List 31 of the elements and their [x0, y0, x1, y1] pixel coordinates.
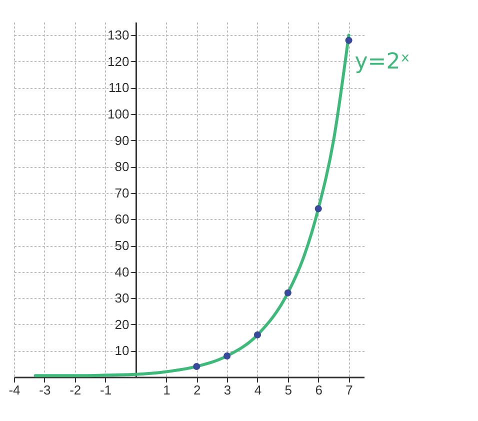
- y-tick-label: 120: [108, 54, 130, 69]
- y-tick-label: 90: [114, 132, 130, 148]
- x-tick-label: 4: [254, 382, 262, 398]
- x-tick-label: 1: [163, 382, 170, 398]
- point: [224, 352, 231, 360]
- y-tick-label: 80: [114, 159, 130, 174]
- point: [254, 331, 262, 338]
- point: [193, 362, 200, 370]
- point: [284, 289, 292, 296]
- y-tick-label: 130: [108, 28, 130, 43]
- y-tick-label: 50: [114, 238, 130, 254]
- x-tick-label: 2: [193, 382, 201, 398]
- x-tick-label: 3: [224, 382, 232, 398]
- y-tick-label: 110: [108, 80, 130, 96]
- x-tick-label: -2: [70, 382, 82, 398]
- annotation: y=2ˣ: [354, 49, 410, 74]
- x-tick-label: -1: [100, 382, 112, 398]
- x-tick-label: 7: [346, 382, 353, 398]
- y-tick-label: 70: [114, 185, 130, 200]
- y-tick-label: 30: [114, 290, 130, 306]
- y-tick-label: 10: [114, 343, 130, 358]
- y-tick-label: 40: [114, 264, 130, 280]
- point: [345, 36, 352, 44]
- y-tick-label: 60: [114, 212, 130, 227]
- x-tick-label: -4: [8, 382, 20, 398]
- x-tick-label: -3: [39, 382, 51, 398]
- x-tick-label: 6: [315, 382, 322, 398]
- y-tick-label: 20: [114, 316, 130, 332]
- x-tick-label: 5: [284, 382, 292, 398]
- point: [314, 205, 322, 212]
- y-tick-label: 100: [108, 106, 130, 122]
